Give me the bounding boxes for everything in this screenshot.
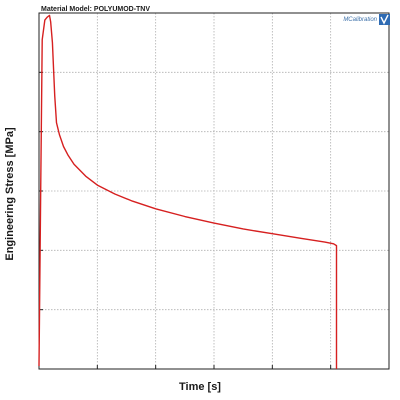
brand-badge: MCalibration <box>343 14 390 25</box>
series-line-0 <box>38 14 338 369</box>
chart-title: Material Model: POLYUMOD-TNV <box>41 6 151 13</box>
y-axis-label: Engineering Stress [MPa] <box>4 127 16 261</box>
brand-logo-icon <box>379 14 390 25</box>
x-axis-label: Time [s] <box>179 381 221 393</box>
plot-frame <box>38 12 390 370</box>
brand-text: MCalibration <box>343 16 377 23</box>
